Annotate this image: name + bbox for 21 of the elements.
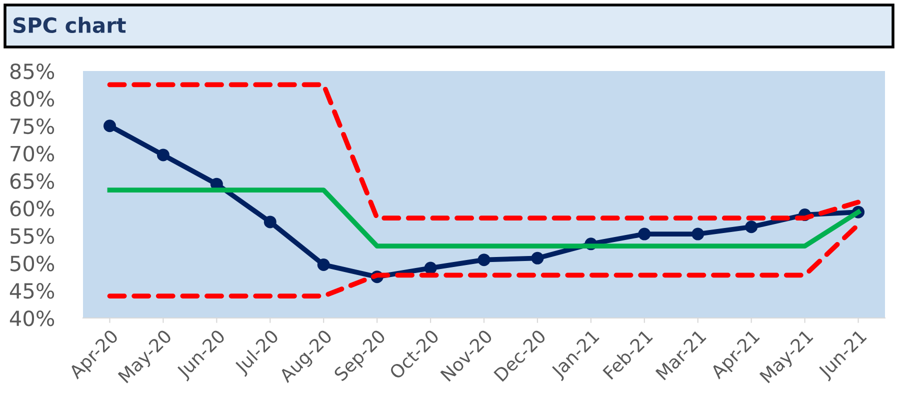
- y-tick-label: 40%: [10, 310, 54, 326]
- y-tick-label: 80%: [10, 90, 54, 107]
- chart-title: SPC chart: [13, 16, 126, 34]
- point: [156, 148, 170, 162]
- y-tick-label: 60%: [10, 200, 54, 216]
- y-tick-label: 45%: [10, 283, 54, 299]
- point: [424, 262, 437, 274]
- point: [317, 258, 330, 272]
- y-tick-label: 50%: [10, 256, 54, 272]
- point: [478, 254, 490, 266]
- point: [692, 228, 704, 240]
- y-tick-label: 75%: [10, 118, 54, 134]
- point: [264, 216, 276, 228]
- y-tick-label: 55%: [10, 228, 54, 244]
- y-tick-label: 85%: [10, 63, 54, 80]
- point: [103, 120, 116, 132]
- point: [531, 252, 544, 264]
- point: [745, 220, 758, 234]
- y-tick-label: 70%: [10, 146, 54, 162]
- point: [638, 228, 651, 240]
- y-tick-label: 65%: [10, 173, 54, 189]
